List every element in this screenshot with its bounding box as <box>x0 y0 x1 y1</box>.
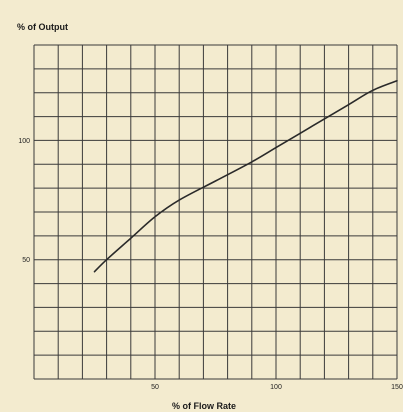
series-curve <box>93 79 398 273</box>
y-tick-label: 50 <box>22 257 30 264</box>
y-axis-title: % of Output <box>17 22 68 32</box>
chart-grid <box>33 44 398 380</box>
x-tick-label: 150 <box>391 384 403 391</box>
x-tick-label: 100 <box>270 384 282 391</box>
y-tick-labels: 50 100 <box>18 138 30 264</box>
x-tick-labels: 50 100 150 <box>151 384 403 391</box>
y-tick-label: 100 <box>18 138 30 145</box>
x-axis-title: % of Flow Rate <box>172 401 236 411</box>
x-tick-label: 50 <box>151 384 159 391</box>
